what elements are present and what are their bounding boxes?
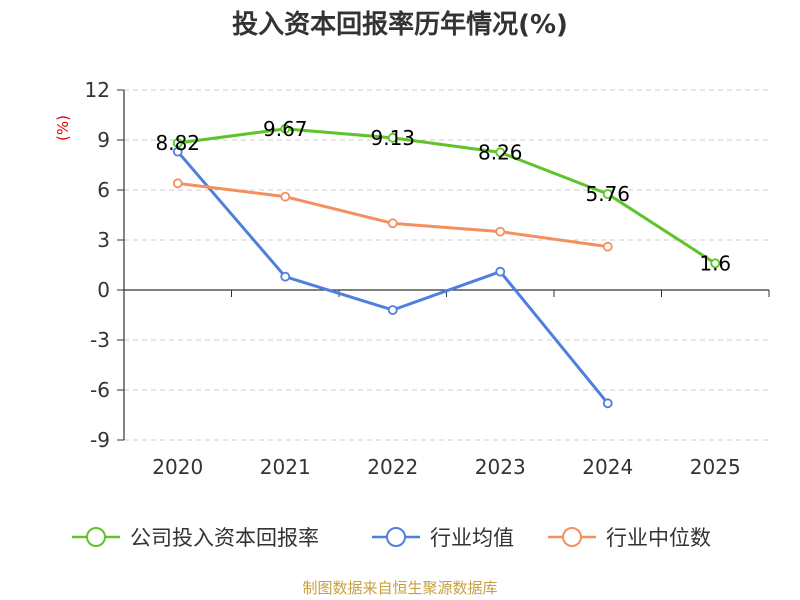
- data-label: 1.6: [699, 251, 731, 275]
- y-tick-label: -3: [90, 328, 110, 352]
- data-point[interactable]: [280, 191, 291, 202]
- y-tick-label: 3: [97, 228, 110, 252]
- legend-item-3[interactable]: 行业中位数: [548, 526, 711, 550]
- series-2: [172, 146, 613, 409]
- legend-label: 公司投入资本回报率: [130, 526, 319, 550]
- data-point[interactable]: [710, 258, 721, 269]
- series-group: [172, 123, 721, 409]
- data-point[interactable]: [495, 266, 506, 277]
- y-tick-label: -9: [90, 428, 110, 452]
- y-tick-label: 0: [97, 278, 110, 302]
- data-label: 8.26: [478, 140, 523, 164]
- series-line: [177, 127, 717, 265]
- data-point[interactable]: [387, 305, 398, 315]
- y-tick-label: 12: [85, 78, 110, 102]
- data-point[interactable]: [172, 146, 183, 157]
- legend-label: 行业中位数: [606, 526, 711, 550]
- x-tick-label: 2022: [367, 455, 418, 479]
- legend-item-2[interactable]: 行业均值: [372, 526, 514, 550]
- legend-item-1[interactable]: 公司投入资本回报率: [72, 526, 319, 550]
- data-label: 8.82: [155, 131, 200, 155]
- data-label: 9.67: [263, 117, 308, 141]
- series-line: [176, 150, 609, 405]
- grid-lines: [124, 89, 769, 441]
- x-tick-label: 2024: [582, 455, 633, 479]
- data-point[interactable]: [602, 241, 613, 252]
- legend-label: 行业均值: [430, 526, 514, 550]
- data-label: 9.13: [370, 126, 415, 150]
- chart-title: 投入资本回报率历年情况(%): [232, 9, 568, 40]
- source-note: 制图数据来自恒生聚源数据库: [302, 579, 497, 597]
- data-point[interactable]: [280, 271, 291, 282]
- series-3: [172, 178, 613, 252]
- y-tick-label: -6: [90, 378, 110, 402]
- data-point[interactable]: [387, 132, 398, 143]
- x-tick-label: 2020: [152, 455, 203, 479]
- data-point[interactable]: [280, 123, 291, 134]
- legend-swatch-marker: [386, 527, 406, 547]
- y-axis-unit: (%): [54, 115, 72, 141]
- legend[interactable]: 公司投入资本回报率 行业均值 行业中位数: [72, 526, 711, 550]
- legend-swatch-marker: [86, 527, 106, 547]
- data-point[interactable]: [172, 178, 183, 189]
- data-labels: 8.82 9.67 9.13 8.26 5.76 1.6: [155, 117, 731, 276]
- y-tick-label: 9: [97, 128, 110, 152]
- x-tick-label: 2023: [475, 455, 526, 479]
- series-line: [177, 181, 608, 249]
- x-tick-label: 2025: [690, 455, 741, 479]
- x-tick-label: 2021: [260, 455, 311, 479]
- data-point[interactable]: [387, 218, 398, 229]
- data-point[interactable]: [495, 226, 506, 237]
- y-tick-label: 6: [97, 178, 110, 202]
- data-point[interactable]: [495, 147, 506, 158]
- data-point[interactable]: [602, 189, 613, 199]
- axes: 12 9 6 3 0 -3 -6 -9 2020 2021 2022 2023 2024 2025: [85, 78, 770, 479]
- data-label: 5.76: [585, 182, 630, 206]
- data-point[interactable]: [602, 398, 613, 409]
- series-1: [172, 123, 721, 269]
- legend-swatch-marker: [562, 527, 582, 547]
